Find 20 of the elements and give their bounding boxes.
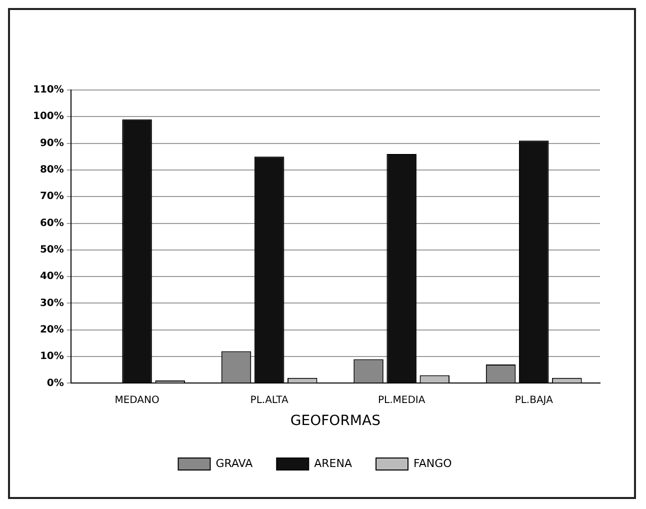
legend-label: ARENA <box>314 456 352 470</box>
x-tick-label: PL.MEDIA <box>378 394 426 406</box>
y-tick-label: 30% <box>40 298 64 309</box>
y-tick-label: 50% <box>40 244 64 256</box>
x-tick-label: MEDANO <box>114 394 160 406</box>
y-tick-label: 100% <box>32 111 64 122</box>
legend-label: FANGO <box>414 456 452 470</box>
y-tick-label: 80% <box>40 164 64 176</box>
y-tick-label: 60% <box>40 218 64 229</box>
x-axis-title: GEOFORMAS <box>290 413 381 430</box>
x-tick-label: PL.ALTA <box>250 394 288 406</box>
legend-label: GRAVA <box>216 456 254 470</box>
y-tick-label: 90% <box>40 138 64 149</box>
x-tick-label: PL.BAJA <box>514 394 554 406</box>
y-tick-label: 70% <box>40 191 64 202</box>
y-tick-label: 110% <box>32 84 64 96</box>
y-tick-label: 10% <box>40 351 64 362</box>
y-tick-label: 20% <box>40 324 64 336</box>
y-tick-label: 40% <box>40 271 64 282</box>
y-tick-label: 0% <box>46 378 64 389</box>
